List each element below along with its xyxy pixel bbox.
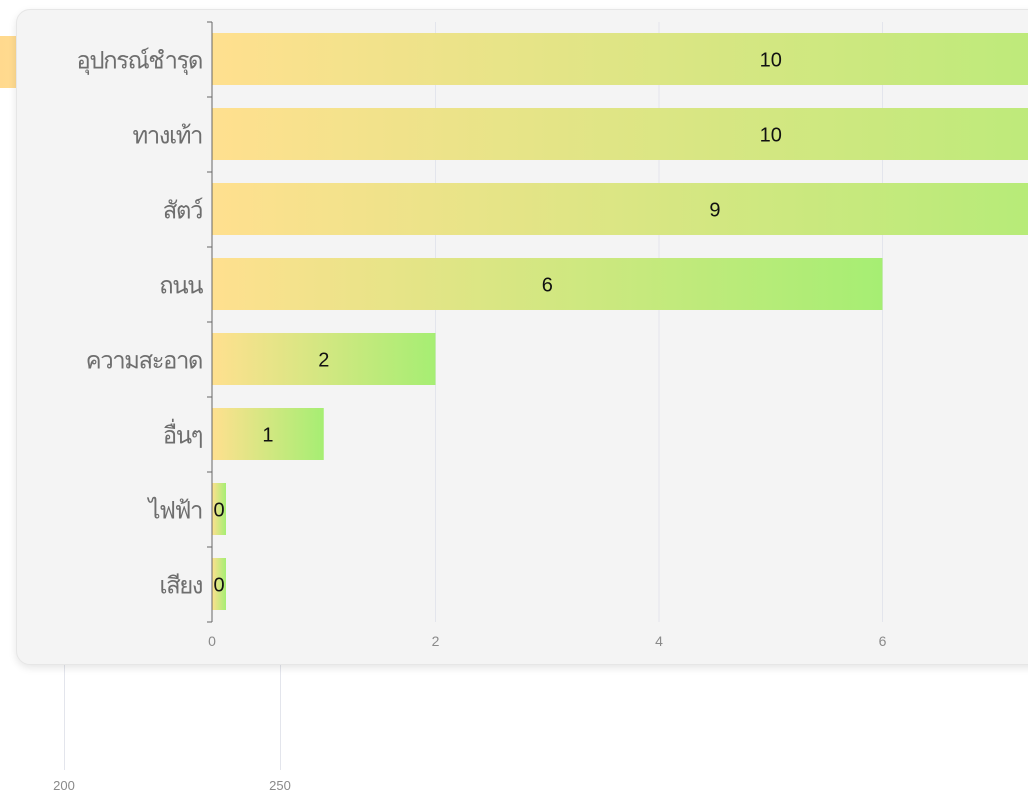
data-label: 10: [760, 125, 782, 147]
category-label: อื่นๆ: [163, 419, 203, 450]
category-label: ไฟฟ้า: [146, 497, 202, 525]
bar-7: [212, 558, 226, 610]
data-label: 0: [213, 575, 224, 597]
bar-6: [212, 483, 226, 535]
background-tick-label: 200: [53, 778, 75, 793]
axes: [207, 21, 213, 623]
bar-1: [212, 108, 1028, 160]
category-label: เสียง: [159, 572, 202, 600]
category-label: อุปกรณ์ชำรุด: [76, 47, 202, 76]
bar-3: [212, 258, 883, 310]
data-label: 0: [213, 500, 224, 522]
x-tick-label: 0: [208, 633, 216, 649]
data-label: 2: [318, 350, 329, 372]
data-label: 9: [709, 200, 720, 222]
bar-5: [212, 408, 324, 460]
data-label: 10: [760, 50, 782, 72]
category-label: ทางเท้า: [132, 122, 202, 150]
bar-0: [212, 33, 1028, 85]
x-tick-label: 4: [655, 633, 663, 649]
x-tick-label: 6: [879, 633, 887, 649]
bars: [212, 33, 1028, 610]
bar-4: [212, 333, 436, 385]
category-label: ความสะอาด: [86, 347, 202, 375]
background-tick-label: 250: [269, 778, 291, 793]
data-label: 1: [262, 425, 273, 447]
bar-2: [212, 183, 1028, 235]
category-label: ถนน: [159, 272, 203, 300]
data-label: 6: [542, 275, 553, 297]
category-label: สัตว์: [163, 197, 204, 225]
x-tick-label: 2: [432, 633, 440, 649]
